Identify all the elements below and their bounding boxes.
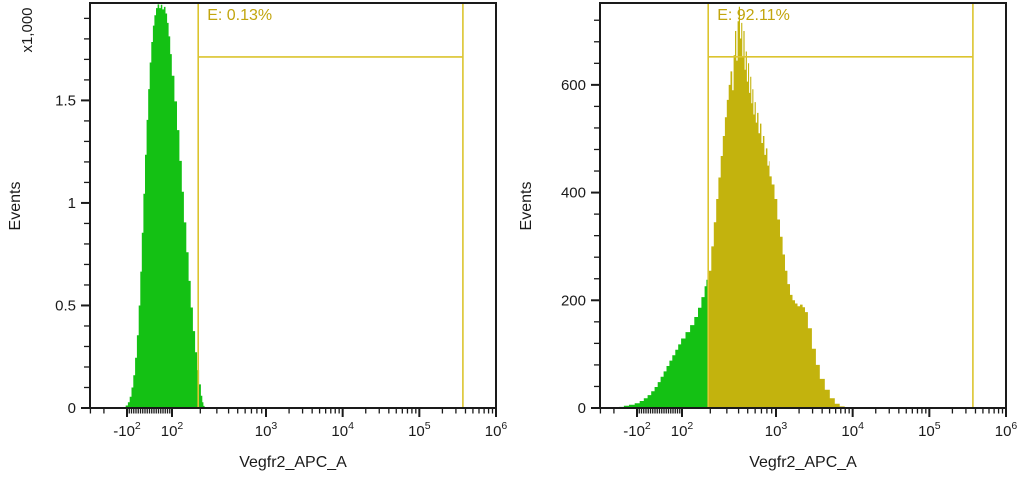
x-tick-label: 104 bbox=[331, 420, 354, 440]
y-tick-label: 400 bbox=[561, 185, 586, 202]
histogram-unstained-population bbox=[123, 4, 205, 409]
gate-label: E: 0.13% bbox=[207, 7, 272, 24]
y-tick-label: 1 bbox=[68, 195, 76, 212]
panel-left: E: 0.13% -102 102 103 104 105 106 0 0.5 1 1.5 Vegfr… bbox=[7, 2, 508, 471]
histogram-below-gate-population bbox=[619, 279, 709, 408]
x-tick-label: 105 bbox=[408, 420, 431, 440]
y-tick-label: 200 bbox=[561, 292, 586, 309]
x-tick-label: 105 bbox=[918, 420, 941, 440]
flow-histogram-right: E: 92.11% -102 102 103 104 105 106 0 200 400 600 Ve… bbox=[518, 2, 1018, 471]
y-tick-label: 600 bbox=[561, 77, 586, 94]
plot-frame bbox=[599, 2, 1007, 409]
x-tick-label: 104 bbox=[841, 420, 864, 440]
histogram-gated-positive-population bbox=[708, 6, 845, 409]
y-tick-label: 0 bbox=[578, 400, 586, 417]
plot-frame bbox=[89, 2, 497, 409]
x-tick-label: -102 bbox=[623, 420, 651, 440]
flow-histogram-left: E: 0.13% -102 102 103 104 105 106 0 0.5 1 1.5 Vegfr… bbox=[7, 2, 508, 471]
y-axis-multiplier: x1,000 bbox=[19, 7, 36, 52]
x-tick-label: 106 bbox=[485, 420, 508, 440]
y-axis-title: Events bbox=[7, 182, 24, 231]
gate-label: E: 92.11% bbox=[717, 7, 790, 24]
x-tick-label: 103 bbox=[765, 420, 788, 440]
panel-right: E: 92.11% -102 102 103 104 105 106 0 200 400 600 Ve… bbox=[511, 0, 1022, 488]
y-tick-label: 0 bbox=[68, 400, 76, 417]
y-tick-label: 0.5 bbox=[55, 297, 76, 314]
x-tick-label: 102 bbox=[671, 420, 694, 440]
x-tick-label: 102 bbox=[161, 420, 184, 440]
x-axis-title: Vegfr2_APC_A bbox=[749, 454, 857, 471]
y-axis-title: Events bbox=[518, 182, 535, 231]
x-tick-label: 103 bbox=[255, 420, 278, 440]
x-tick-label: -102 bbox=[113, 420, 141, 440]
y-tick-label: 1.5 bbox=[55, 92, 76, 109]
x-tick-label: 106 bbox=[995, 420, 1018, 440]
x-axis-title: Vegfr2_APC_A bbox=[239, 454, 347, 471]
